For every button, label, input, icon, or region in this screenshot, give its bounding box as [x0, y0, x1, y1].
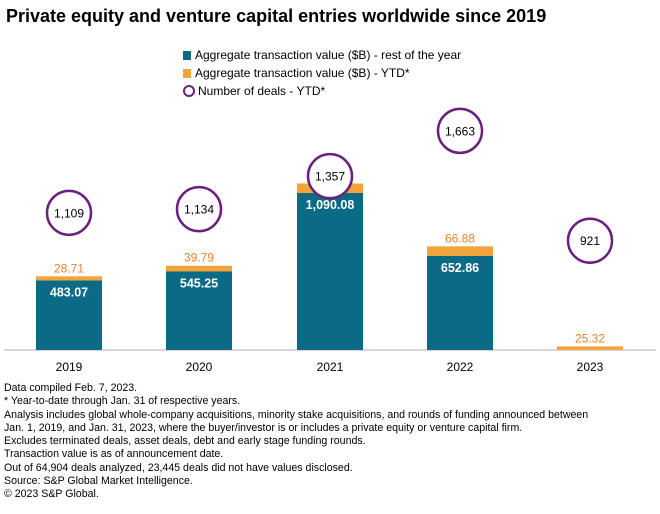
data-label-rest-of-year: 483.07 — [50, 285, 88, 299]
legend-label-rest-of-year: Aggregate transaction value ($B) - rest … — [195, 48, 462, 62]
data-label-ytd: 25.32 — [575, 331, 605, 345]
deals-circle — [306, 152, 354, 200]
data-label-ytd: 28.71 — [54, 261, 84, 275]
deals-label: 1,357 — [315, 170, 345, 184]
bar-rest-of-year — [297, 193, 363, 350]
note-line: Out of 64,904 deals analyzed, 23,445 dea… — [4, 461, 353, 474]
data-label-ytd: 39.79 — [184, 251, 214, 265]
chart-notes: Data compiled Feb. 7, 2023. * Year-to-da… — [4, 382, 588, 502]
deals-label: 1,663 — [445, 124, 475, 138]
note-line: Analysis includes global whole-company a… — [4, 408, 589, 421]
note-line: Data compiled Feb. 7, 2023. — [4, 382, 138, 394]
deals-label: 1,134 — [184, 203, 214, 217]
data-label-rest-of-year: 1,090.08 — [306, 198, 355, 212]
x-tick-label: 2022 — [447, 360, 474, 374]
note-line: Source: S&P Global Market Intelligence. — [4, 475, 193, 488]
data-label-rest-of-year: 545.25 — [180, 276, 218, 290]
deals-circle — [175, 185, 223, 233]
deals-label: 1,109 — [54, 206, 84, 220]
legend-item-ytd: Aggregate transaction value ($B) - YTD* — [183, 64, 461, 82]
legend-label-deals: Number of deals - YTD* — [198, 84, 326, 98]
bar-ytd — [427, 246, 493, 256]
chart-plot: 483.07 28.71 1,109 2019 545.25 39.79 1,134 2020… — [4, 107, 656, 374]
x-tick-label: 2023 — [577, 360, 604, 374]
bar-rest-of-year — [427, 255, 493, 350]
bar-rest-of-year — [166, 271, 232, 350]
deals-circle — [436, 107, 484, 155]
deals-circle — [566, 217, 614, 264]
bar-ytd — [166, 265, 232, 272]
bar-rest-of-year — [36, 280, 102, 350]
x-tick-label: 2020 — [186, 360, 213, 374]
legend-swatch-ytd — [183, 68, 191, 78]
legend-item-rest-of-year: Aggregate transaction value ($B) - rest … — [183, 46, 461, 64]
legend-item-deals: Number of deals - YTD* — [183, 82, 461, 100]
chart-title: Private equity and venture capital entri… — [6, 6, 547, 26]
deals-label: 921 — [580, 234, 600, 248]
legend-label-ytd: Aggregate transaction value ($B) - YTD* — [195, 66, 410, 80]
x-tick-label: 2019 — [56, 360, 83, 374]
data-label-rest-of-year: 652.86 — [441, 261, 479, 275]
note-line: * Year-to-date through Jan. 31 of respec… — [4, 395, 241, 408]
bar-ytd — [36, 276, 102, 281]
note-line: Excludes terminated deals, asset deals, … — [4, 435, 366, 448]
data-label-ytd: 66.88 — [445, 231, 475, 245]
note-line: Jan. 1, 2019, and Jan. 31, 2023, where t… — [4, 421, 523, 434]
note-line: Transaction value is as of announcement … — [4, 448, 224, 461]
note-line: © 2023 S&P Global. — [4, 488, 99, 501]
legend-swatch-deals-circle-icon — [183, 85, 195, 97]
deals-circle — [45, 189, 93, 237]
legend-swatch-rest-of-year — [183, 50, 191, 60]
x-tick-label: 2021 — [317, 360, 344, 374]
chart-legend: Aggregate transaction value ($B) - rest … — [183, 46, 461, 100]
bar-ytd — [557, 346, 623, 350]
